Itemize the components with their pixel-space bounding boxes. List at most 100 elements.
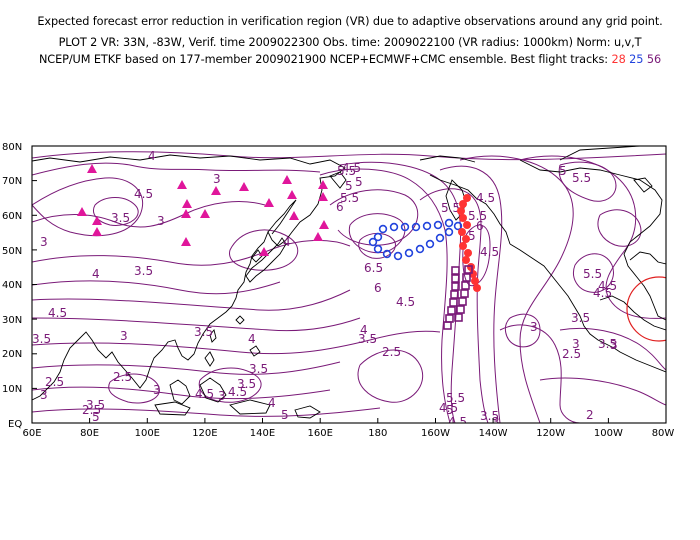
track-56-point [443,321,452,330]
contour-label: 3 [218,389,226,403]
track-56-point [456,305,465,314]
contour-label: 3 [40,235,48,249]
lon-label-160w: 160W [421,428,450,439]
lat-label-10n: 10N [2,384,22,395]
lon-label-180: 180 [368,428,387,439]
track-28-point [462,256,470,264]
observation-triangle [92,227,102,236]
contour-label: 5 [345,179,353,193]
track-28-point [459,242,467,250]
title-line-3-text: NCEP/UM ETKF based on 177-member 2009021… [38,53,608,66]
coastlines [32,146,666,419]
contour-label: 5.5 [572,171,591,185]
track-56-point [461,281,470,290]
observation-triangle [287,190,297,199]
contour-label: 5 [446,403,454,417]
contour-label: 4.5 [342,161,361,175]
contour-label: 3 [492,415,500,429]
observation-triangle [92,216,102,225]
observation-triangle [177,180,187,189]
contour-label: 5.5 [446,391,465,405]
contour-label: 3.5 [237,377,256,391]
contour-label: 2.5 [82,403,101,417]
track-label-28: 28 [611,53,626,66]
track-56-point [451,266,460,275]
title-line-1: Expected forecast error reduction in ver… [37,15,663,28]
track-25-point [382,249,392,259]
track-25-point [373,244,383,254]
track-25-point [368,237,378,247]
observation-triangle [77,207,87,216]
contour-label: 5.5 [468,209,487,223]
lat-label-70n: 70N [2,176,22,187]
contour-label: 4.5 [396,295,415,309]
track-25-point [400,222,410,232]
contour-label: 3 [213,172,221,186]
track-28-point [459,214,467,222]
contour-label: 4 [268,396,276,410]
observation-triangle [211,186,221,195]
contour-label: 4.5 [439,401,458,415]
flight-track-28 [457,194,481,292]
contour-label: 3.5 [111,211,130,225]
contour-label: 4.5 [195,387,214,401]
contour-label: 4.5 [480,245,499,259]
latitude-labels: 80N 70N 60N 50N 40N 30N 20N 10N EQ [2,142,22,430]
contour-label: 2 [586,408,594,422]
track-56-point [450,290,459,299]
contour-label: 3.5 [32,332,51,346]
track-28-point [463,194,471,202]
contour-label: 3.5 [480,409,499,423]
track-56-point [458,297,467,306]
contour-label: 3.5 [194,325,213,339]
observation-triangle [318,180,328,189]
contour-label: 3.5 [134,264,153,278]
track-28-point [464,249,472,257]
track-25-point [415,244,425,254]
track-label-25: 25 [629,53,644,66]
contour-label: 2.5 [113,370,132,384]
contour-label: 4 [92,267,100,281]
lat-label-80n: 80N [2,142,22,153]
track-25-point [404,248,414,258]
track-28-point [459,200,467,208]
tick-marks [32,145,609,424]
contour-label: 3 [530,320,538,334]
observation-triangle [318,192,328,201]
contour-label: 4.5 [448,415,467,429]
title-line-2: PLOT 2 VR: 33N, -83W, Verif. time 200902… [58,36,642,49]
lon-label-100w: 100W [594,428,623,439]
contour-label: 6.5 [364,261,383,275]
contour-label: 6 [476,219,484,233]
track-25-point [453,221,463,231]
contour-label: 5 [559,164,567,178]
observation-triangle [319,220,329,229]
map-plot-area: 4 4.5 3.5 3 3 3 3.5 4 3.5 4 4.5 3.5 4 2.… [32,146,666,429]
contour-label: 4.5 [598,279,617,293]
contour-label: 3 [120,329,128,343]
track-28-point [471,277,479,285]
track-28-point [462,235,470,243]
lon-label-120e: 120E [192,428,217,439]
contour-label: 3.5 [86,398,105,412]
contour-label: 4.5 [134,187,153,201]
lon-label-100e: 100E [135,428,160,439]
track-25-point [425,239,435,249]
observation-triangle [259,247,269,256]
contour-label: 5 [281,408,289,422]
track-25-point [389,222,399,232]
track-25-point [444,218,454,228]
contour-label: 3 [153,383,161,397]
contour-label: 5 [468,229,476,243]
track-28-point [467,263,475,271]
lon-label-160e: 160E [307,428,332,439]
track-56-point [447,306,456,315]
observation-triangle [289,211,299,220]
track-56-point [451,274,460,283]
track-56-point [460,289,469,298]
observation-triangle [87,164,97,173]
contour-label: 3 [610,338,618,352]
contour-label: 5 [92,410,100,424]
contour-label: 2.5 [382,345,401,359]
